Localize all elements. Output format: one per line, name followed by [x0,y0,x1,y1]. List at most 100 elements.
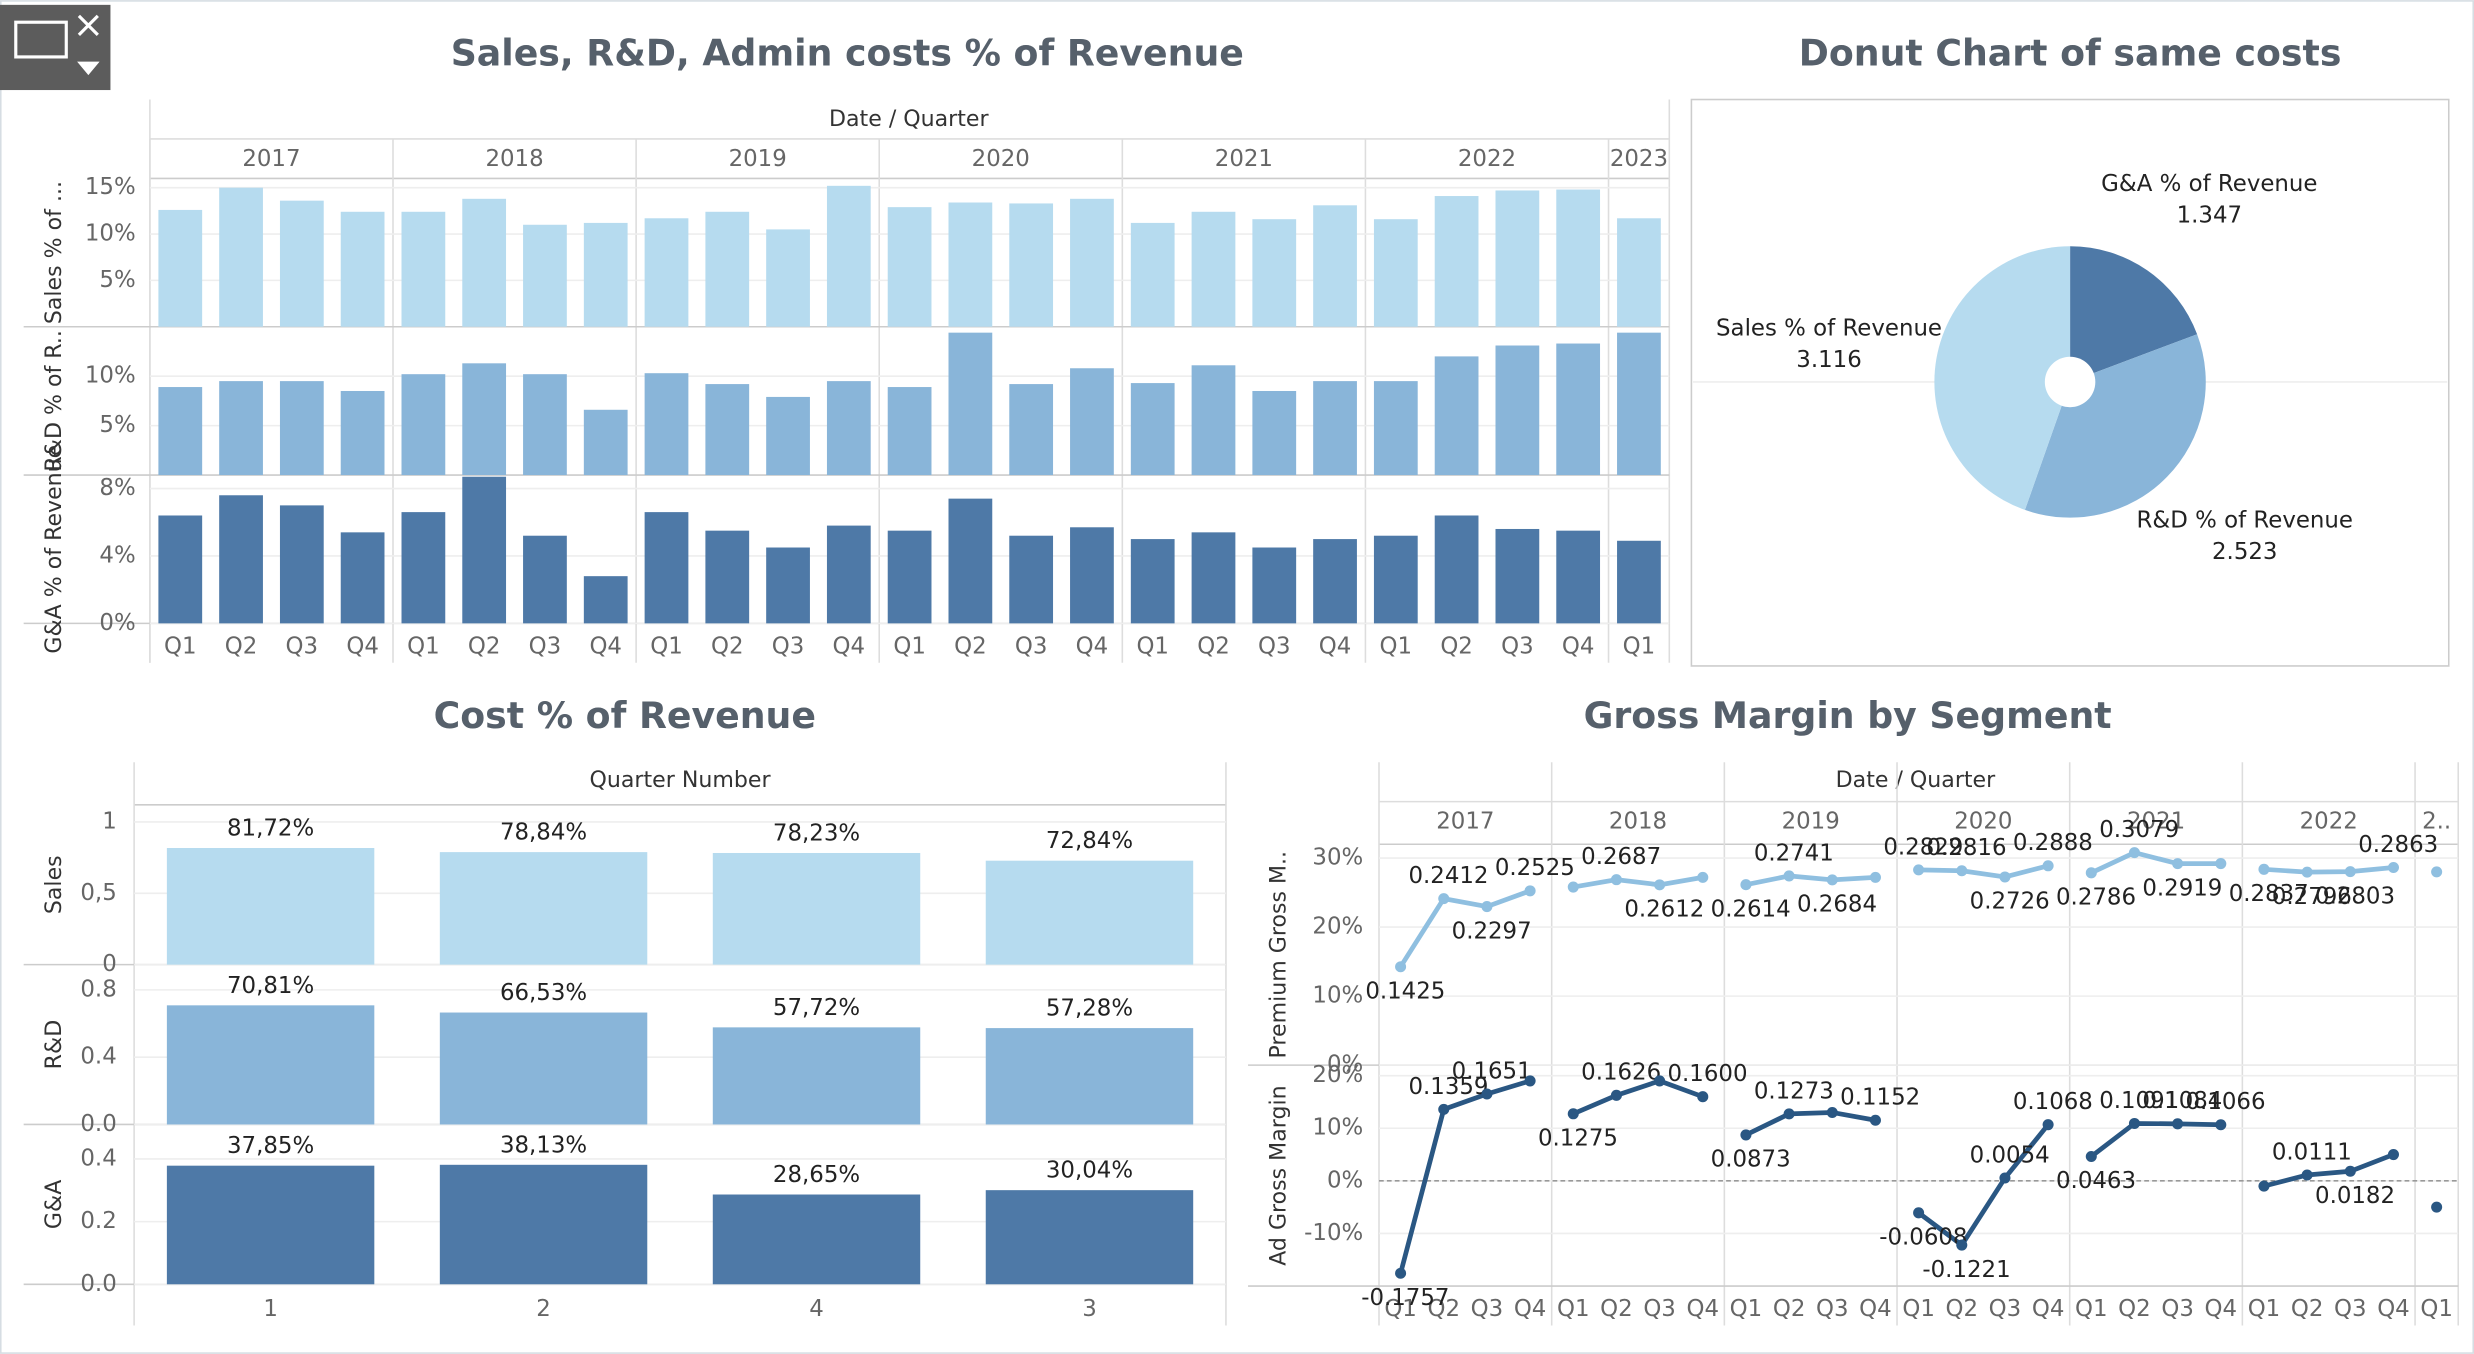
value-label: 37,85% [227,1133,314,1159]
value-label: 30,04% [1046,1158,1133,1184]
bar [279,505,324,624]
x-axis-title: Quarter Number [590,768,772,793]
bar [439,1012,648,1125]
bar [644,373,689,476]
bar [1252,390,1297,476]
point [1913,1207,1925,1219]
bar [1130,539,1175,624]
x-tick-label: Q1 [1384,1296,1417,1322]
y-tick-label: 0.0 [80,1271,116,1297]
x-tick-label: Q4 [1514,1296,1547,1322]
point [2387,861,2399,874]
point [1999,1172,2011,1184]
point [1610,1089,1622,1101]
y-axis-label: R&D [42,1020,67,1070]
point [2431,866,2443,878]
value-label: 0.2726 [1970,889,2050,915]
value-label: 78,84% [500,820,587,846]
x-tick-label: 4 [809,1296,824,1322]
point [1826,1106,1838,1118]
bar [462,363,507,476]
slice-label: R&D % of Revenue [2137,507,2353,533]
y-tick-label: -10% [1304,1220,1363,1246]
value-label: 0.1425 [1365,979,1445,1005]
point [1783,870,1795,882]
y-tick-label: 0.4 [80,1145,116,1171]
line [2263,865,2394,875]
bar [705,211,750,327]
x-tick-label: Q4 [589,634,622,660]
bar [523,224,567,327]
donut-frame [1690,98,2450,667]
group-label: 2021 [2127,809,2185,835]
y-tick-label: 5% [99,412,135,438]
bar [1556,189,1601,327]
donut-hole [2044,356,2096,408]
point [1783,1108,1795,1120]
bar [1191,211,1236,327]
point [1395,1267,1407,1279]
point [1913,864,1925,876]
x-tick-label: Q1 [1730,1296,1763,1322]
group-label: 2019 [1782,809,1840,835]
value-label: 0.2687 [1581,844,1661,870]
value-label: 0.2614 [1711,896,1791,922]
bar [644,218,689,327]
value-label: 0.2816 [1927,835,2007,861]
x-tick-label: Q4 [1562,634,1595,660]
bar [1495,345,1540,476]
value-label: 0.1600 [1668,1061,1748,1087]
chart-title: Gross Margin by Segment [1584,694,2112,737]
bar [439,1164,648,1285]
line [1917,1123,2050,1249]
y-axis-label: Premium Gross M.. [1267,851,1292,1059]
x-tick-label: Q1 [2420,1296,2453,1322]
point [2301,1169,2313,1181]
bar [712,1194,921,1285]
x-tick-label: Q1 [1136,634,1169,660]
bar [1252,219,1297,327]
bar [1373,381,1418,476]
x-tick-label: Q4 [2377,1296,2410,1322]
x-tick-label: Q3 [772,634,805,660]
toolbar[interactable] [0,4,111,91]
value-label: 0.1091 [2099,1088,2179,1114]
bar [766,547,810,624]
value-label: 0.2741 [1754,840,1834,866]
bar [279,381,324,476]
close-icon[interactable] [77,14,100,76]
value-label: 0.0873 [1711,1147,1791,1173]
y-tick-label: 0% [1327,1167,1363,1193]
x-tick-label: Q1 [2248,1296,2281,1322]
bar [219,187,263,327]
value-label: 66,53% [500,980,587,1006]
point [2431,1201,2443,1213]
line [2263,1152,2395,1189]
bar [583,222,628,327]
bar [583,409,628,476]
point [2042,860,2054,872]
toolbar-bg[interactable] [0,4,111,91]
bar [1495,190,1540,327]
point [2172,1118,2184,1130]
bar [1495,528,1540,624]
bar [985,1190,1194,1285]
value-label: 0.1651 [1452,1058,1532,1084]
bar [826,185,871,327]
bar [705,530,750,624]
y-tick-label: 10% [85,363,136,389]
bar [1313,539,1357,624]
point [1524,885,1536,897]
x-tick-label: Q3 [2334,1296,2367,1322]
point [2258,1180,2270,1192]
y-tick-label: 0% [99,610,135,636]
x-axis-title: Date / Quarter [1836,768,1996,793]
x-tick-label: Q3 [286,634,319,660]
bar [462,476,507,624]
group-label: 2022 [1458,146,1516,172]
bar [1556,343,1601,476]
value-label: 0.2412 [1408,863,1488,889]
menu-icon[interactable] [14,20,68,59]
y-tick-label: 0.2 [80,1208,116,1234]
y-tick-label: 1 [102,808,117,834]
